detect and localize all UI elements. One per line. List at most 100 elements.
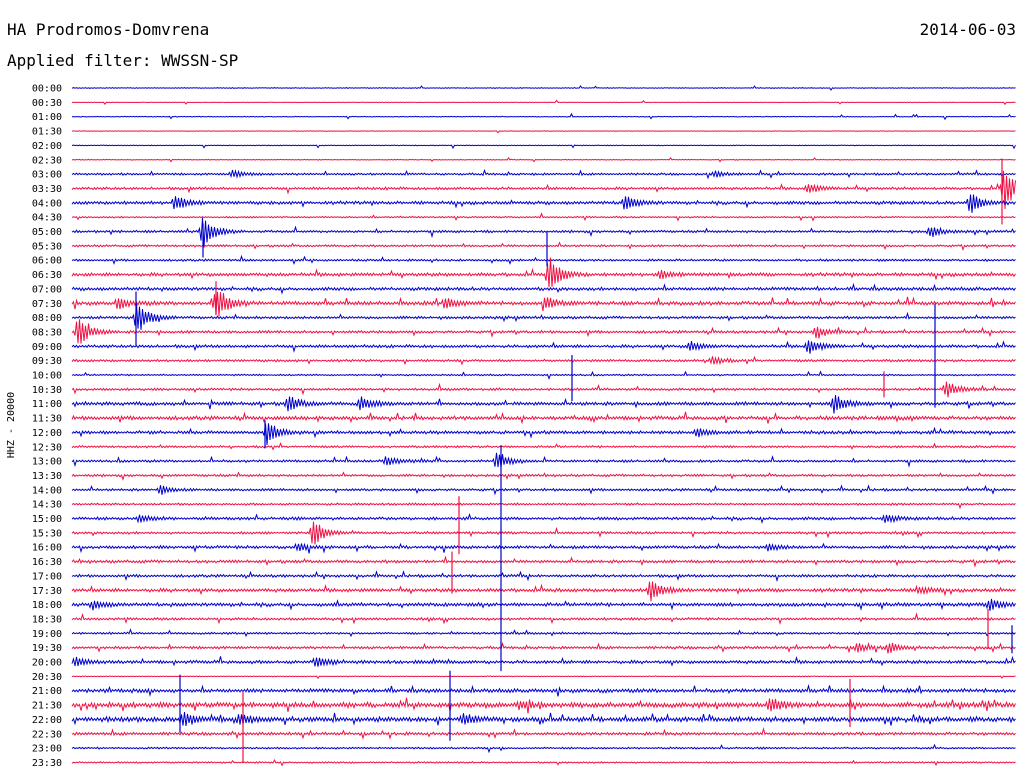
trace-row [71, 759, 1016, 767]
trace-row [71, 212, 1016, 222]
row-label: 22:00 [32, 715, 62, 726]
row-label: 00:00 [32, 84, 62, 95]
trace-row [71, 241, 1016, 252]
trace-row [71, 254, 1016, 266]
trace-row [71, 194, 1016, 213]
trace-row [71, 423, 1016, 446]
trace-row [71, 291, 1016, 317]
trace-row [71, 381, 1016, 398]
trace-row [71, 641, 1016, 654]
row-label: 11:00 [32, 399, 62, 410]
trace-row [71, 712, 1016, 727]
trace-row [71, 217, 1016, 248]
row-label: 02:00 [32, 141, 62, 152]
row-label: 00:30 [32, 98, 62, 109]
filter-label: Applied filter: [7, 51, 152, 70]
row-label: 20:30 [32, 672, 62, 683]
row-label: 07:00 [32, 284, 62, 295]
trace-row [71, 112, 1016, 121]
row-label: 10:00 [32, 371, 62, 382]
row-label: 16:30 [32, 557, 62, 568]
row-label: 14:00 [32, 485, 62, 496]
trace-row [71, 144, 1016, 150]
trace-row [71, 570, 1016, 583]
row-label: 12:30 [32, 442, 62, 453]
row-label: 19:30 [32, 643, 62, 654]
row-label: 04:30 [32, 213, 62, 224]
row-label: 05:30 [32, 241, 62, 252]
trace-row [71, 370, 1016, 380]
row-label: 15:00 [32, 514, 62, 525]
row-label: 15:30 [32, 528, 62, 539]
row-label-group: 00:00 00:30 01:00 01:30 02:00 02:30 03:00 03:30… [32, 84, 62, 769]
y-axis-label: HHZ - 20000 [6, 392, 17, 458]
row-label: 01:00 [32, 112, 62, 123]
row-label: 13:00 [32, 457, 62, 468]
trace-row [71, 282, 1016, 295]
trace-row [71, 512, 1016, 524]
trace-row [71, 442, 1016, 451]
row-label: 08:30 [32, 327, 62, 338]
row-label: 18:00 [32, 600, 62, 611]
trace-row [71, 628, 1016, 638]
trace-row [71, 157, 1016, 163]
row-label: 23:30 [32, 758, 62, 769]
row-label: 07:30 [32, 299, 62, 310]
row-label: 09:30 [32, 356, 62, 367]
row-label: 13:30 [32, 471, 62, 482]
trace-row [71, 542, 1016, 554]
trace-row [71, 257, 1016, 288]
row-label: 22:30 [32, 729, 62, 740]
trace-row [71, 99, 1016, 106]
row-label: 01:30 [32, 127, 62, 138]
row-label: 17:30 [32, 586, 62, 597]
trace-row [71, 340, 1016, 354]
trace-row [71, 502, 1016, 510]
row-label: 12:00 [32, 428, 62, 439]
trace-row [71, 683, 1016, 697]
trace-row [71, 411, 1016, 425]
date-label: 2014-06-03 [919, 20, 1016, 39]
trace-row [71, 521, 1016, 545]
trace-row [71, 395, 1016, 414]
trace-row [71, 697, 1016, 714]
row-label: 20:00 [32, 658, 62, 669]
row-label: 10:30 [32, 385, 62, 396]
station-title: HA Prodromos-Domvrena [7, 20, 210, 39]
row-label: 21:30 [32, 701, 62, 712]
row-label: 05:00 [32, 227, 62, 238]
trace-row [71, 303, 1016, 330]
trace-row [71, 452, 1016, 468]
trace-row [71, 555, 1016, 568]
row-label: 23:00 [32, 744, 62, 755]
trace-row [71, 743, 1016, 754]
trace-group [71, 85, 1016, 767]
row-label: 17:00 [32, 571, 62, 582]
trace-row [71, 598, 1016, 611]
row-label: 18:30 [32, 614, 62, 625]
trace-row [71, 655, 1016, 667]
trace-row [71, 170, 1016, 210]
row-label: 06:00 [32, 256, 62, 267]
trace-row [71, 727, 1016, 740]
trace-row [71, 675, 1016, 680]
row-label: 19:00 [32, 629, 62, 640]
filter-row: Applied filter: WWSSN-SP [7, 53, 238, 69]
row-label: 11:30 [32, 414, 62, 425]
trace-row [71, 319, 1016, 344]
row-label: 03:00 [32, 170, 62, 181]
trace-row [71, 130, 1016, 134]
trace-row [71, 484, 1016, 496]
trace-row [71, 581, 1016, 602]
filter-value: WWSSN-SP [161, 51, 239, 70]
trace-row [71, 355, 1016, 366]
row-label: 08:00 [32, 313, 62, 324]
trace-row [71, 85, 1016, 91]
row-label: 21:00 [32, 686, 62, 697]
row-label: 14:30 [32, 500, 62, 511]
row-label: 09:00 [32, 342, 62, 353]
row-label: 03:30 [32, 184, 62, 195]
row-label: 16:00 [32, 543, 62, 554]
row-label: 06:30 [32, 270, 62, 281]
